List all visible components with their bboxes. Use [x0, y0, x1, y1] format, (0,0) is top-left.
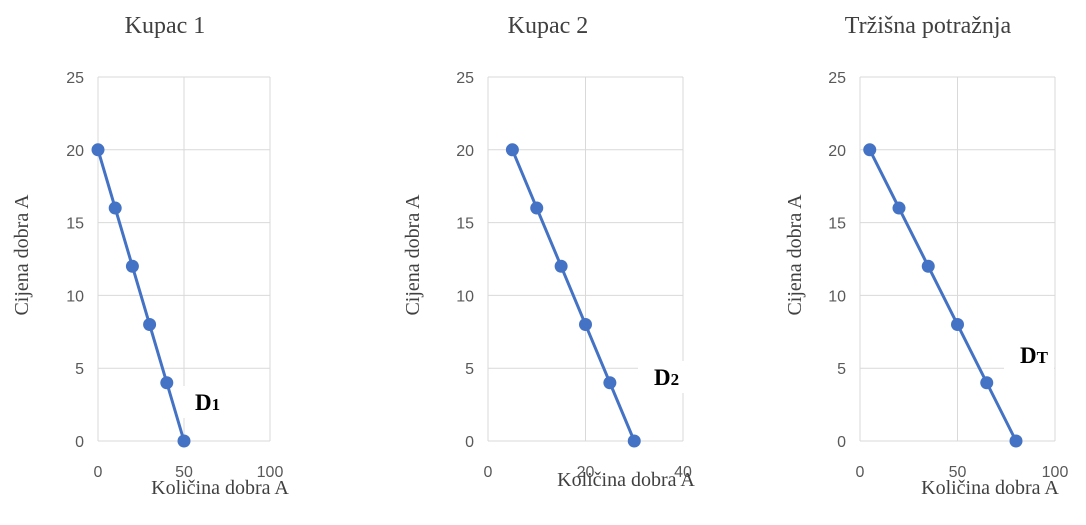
y-tick-label: 15 — [456, 216, 474, 233]
x-tick-label: 20 — [577, 464, 595, 481]
y-tick-label: 20 — [66, 143, 84, 160]
y-tick-label: 5 — [465, 361, 474, 378]
x-tick-label: 40 — [674, 464, 692, 481]
y-tick-label: 10 — [828, 288, 846, 305]
x-tick-label: 0 — [94, 464, 103, 481]
annotation-background — [179, 386, 229, 418]
data-point — [863, 143, 877, 157]
data-point — [125, 259, 139, 273]
annotation-subscript: T — [1037, 348, 1049, 367]
x-axis-label: Količina dobra A — [557, 469, 695, 491]
demand-curve-line — [96, 149, 186, 442]
y-tick-label: 20 — [456, 143, 474, 160]
data-point — [579, 318, 592, 332]
y-axis-label: Cijena dobra A — [784, 194, 806, 316]
x-axis-label: Količina dobra A — [921, 477, 1059, 499]
data-point — [892, 201, 906, 215]
y-tick-label: 5 — [75, 361, 84, 378]
data-point — [921, 259, 935, 273]
data-point — [603, 376, 617, 390]
y-tick-label: 5 — [837, 361, 846, 378]
curve-annotation: D1 — [195, 390, 220, 415]
annotation-main-letter: D — [1020, 343, 1037, 368]
chart-3: 0 5 10 15 20 25 0 50 100 Tržišna potražnja Cijena … — [784, 13, 1068, 499]
annotation-subscript: 2 — [671, 370, 680, 389]
x-tick-label: 100 — [257, 464, 284, 481]
annotation-main-letter: D — [654, 365, 671, 390]
data-point — [505, 143, 519, 157]
y-axis-label: Cijena dobra A — [402, 194, 424, 316]
x-axis-label: Količina dobra A — [151, 477, 289, 499]
y-tick-label: 20 — [828, 143, 846, 160]
y-tick-label: 0 — [465, 434, 474, 451]
data-point — [554, 259, 568, 273]
data-point — [160, 376, 174, 390]
data-point — [91, 143, 105, 157]
data-point — [530, 201, 544, 215]
x-tick-label: 0 — [484, 464, 493, 481]
data-point — [108, 201, 122, 215]
y-axis-label: Cijena dobra A — [11, 194, 33, 316]
demand-curve-line — [868, 149, 1018, 442]
y-tick-label: 25 — [828, 70, 846, 87]
x-tick-label: 50 — [949, 464, 967, 481]
chart-title: Kupac 1 — [125, 13, 206, 39]
x-tick-label: 50 — [175, 464, 193, 481]
data-point — [1009, 434, 1023, 448]
curve-annotation: D2 — [654, 365, 679, 390]
data-point — [980, 376, 994, 390]
annotation-subscript: 1 — [212, 395, 221, 414]
x-tick-label: 100 — [1042, 464, 1069, 481]
y-tick-label: 25 — [456, 70, 474, 87]
annotation-background — [1004, 339, 1054, 371]
y-tick-label: 10 — [66, 288, 84, 305]
chart-2: 0 5 10 15 20 25 0 20 40 Kupac 2 Cijena dobra A Koli… — [402, 13, 695, 491]
data-point — [143, 318, 157, 332]
y-tick-label: 0 — [75, 434, 84, 451]
x-tick-label: 0 — [856, 464, 865, 481]
curve-annotation: DT — [1020, 343, 1049, 368]
annotation-background — [638, 361, 688, 393]
data-point — [951, 318, 964, 332]
chart-title: Kupac 2 — [508, 13, 589, 39]
demand-curve-line — [510, 149, 636, 442]
annotation-main-letter: D — [195, 390, 212, 415]
y-tick-label: 0 — [837, 434, 846, 451]
data-point — [177, 434, 191, 448]
y-tick-label: 15 — [66, 216, 84, 233]
y-tick-label: 15 — [828, 216, 846, 233]
chart-1: 0 5 10 15 20 25 0 50 100 Kupac 1 Cijena dobra A Kol… — [11, 13, 289, 499]
y-tick-label: 25 — [66, 70, 84, 87]
chart-title: Tržišna potražnja — [845, 13, 1012, 39]
y-tick-label: 10 — [456, 288, 474, 305]
data-point — [627, 434, 641, 448]
